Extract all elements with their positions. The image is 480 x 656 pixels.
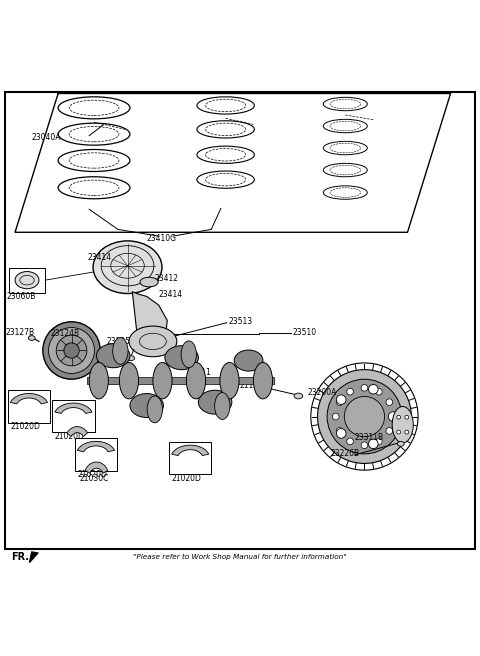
Text: 21020D: 21020D	[10, 422, 40, 431]
Ellipse shape	[140, 277, 158, 287]
Ellipse shape	[198, 390, 232, 414]
Bar	[169, 442, 211, 474]
Polygon shape	[67, 426, 87, 436]
Ellipse shape	[405, 430, 408, 434]
Ellipse shape	[108, 345, 115, 350]
Bar	[9, 268, 45, 293]
Ellipse shape	[130, 394, 163, 417]
Ellipse shape	[28, 336, 35, 340]
Ellipse shape	[181, 341, 196, 368]
Bar	[8, 390, 50, 422]
Bar	[75, 438, 117, 470]
Text: 23311B: 23311B	[355, 432, 384, 441]
Ellipse shape	[127, 356, 135, 361]
Text: 23111: 23111	[187, 369, 211, 377]
Ellipse shape	[327, 379, 402, 454]
Ellipse shape	[318, 369, 411, 463]
Ellipse shape	[347, 388, 353, 395]
Ellipse shape	[220, 363, 239, 399]
Ellipse shape	[234, 350, 263, 371]
Ellipse shape	[165, 346, 198, 369]
Text: 23513: 23513	[228, 317, 252, 326]
Text: 23414: 23414	[158, 289, 183, 298]
Text: 23060B: 23060B	[6, 293, 36, 301]
Text: 21121A: 21121A	[239, 381, 268, 390]
Ellipse shape	[336, 428, 343, 434]
Ellipse shape	[369, 439, 378, 449]
Ellipse shape	[390, 413, 396, 420]
Ellipse shape	[361, 442, 368, 449]
Ellipse shape	[43, 322, 100, 379]
Polygon shape	[85, 462, 108, 473]
Ellipse shape	[336, 395, 346, 405]
Ellipse shape	[64, 343, 79, 358]
Bar	[87, 377, 274, 384]
Polygon shape	[29, 552, 38, 562]
Text: 23125: 23125	[107, 337, 131, 346]
Bar	[52, 400, 95, 432]
Text: "Please refer to Work Shop Manual for further information": "Please refer to Work Shop Manual for fu…	[133, 554, 347, 560]
Ellipse shape	[129, 326, 177, 357]
Ellipse shape	[48, 327, 95, 373]
Text: 21020D: 21020D	[55, 432, 84, 441]
Ellipse shape	[397, 430, 401, 434]
Text: 23200A: 23200A	[307, 388, 336, 397]
Polygon shape	[172, 445, 209, 455]
Text: 23040A: 23040A	[32, 133, 61, 142]
Polygon shape	[132, 292, 167, 344]
Ellipse shape	[215, 392, 230, 419]
Ellipse shape	[375, 438, 382, 445]
Text: 23412: 23412	[155, 274, 179, 283]
Ellipse shape	[186, 363, 205, 399]
Ellipse shape	[344, 396, 384, 437]
Ellipse shape	[386, 399, 393, 405]
Ellipse shape	[253, 363, 273, 399]
Ellipse shape	[336, 428, 346, 438]
Ellipse shape	[89, 363, 108, 399]
Text: 21020D: 21020D	[171, 474, 202, 483]
Ellipse shape	[375, 388, 382, 395]
Ellipse shape	[397, 415, 401, 419]
Ellipse shape	[405, 415, 408, 419]
Ellipse shape	[56, 335, 87, 366]
Ellipse shape	[15, 272, 39, 289]
Ellipse shape	[332, 413, 339, 420]
Ellipse shape	[336, 399, 343, 405]
Text: 23510: 23510	[293, 328, 317, 337]
Ellipse shape	[96, 344, 130, 368]
Ellipse shape	[147, 396, 162, 422]
Polygon shape	[55, 403, 92, 413]
Ellipse shape	[153, 363, 172, 399]
Ellipse shape	[369, 384, 378, 394]
Ellipse shape	[388, 412, 398, 421]
Ellipse shape	[392, 407, 413, 443]
Ellipse shape	[386, 428, 393, 434]
Polygon shape	[11, 394, 48, 404]
Ellipse shape	[120, 363, 139, 399]
Ellipse shape	[397, 441, 404, 446]
Ellipse shape	[113, 338, 128, 364]
Ellipse shape	[93, 241, 162, 293]
Text: 23226B: 23226B	[331, 449, 360, 458]
Polygon shape	[77, 441, 115, 452]
Ellipse shape	[173, 355, 180, 359]
Text: FR.: FR.	[11, 552, 29, 562]
Ellipse shape	[361, 384, 368, 391]
Text: 23414: 23414	[88, 253, 112, 262]
Ellipse shape	[294, 393, 303, 399]
Ellipse shape	[347, 438, 353, 445]
Text: 21020D: 21020D	[77, 470, 107, 479]
Text: 23124B: 23124B	[51, 329, 80, 338]
Text: 23127B: 23127B	[5, 328, 35, 337]
Text: 23410G: 23410G	[147, 234, 177, 243]
Text: 21030C: 21030C	[80, 474, 109, 483]
